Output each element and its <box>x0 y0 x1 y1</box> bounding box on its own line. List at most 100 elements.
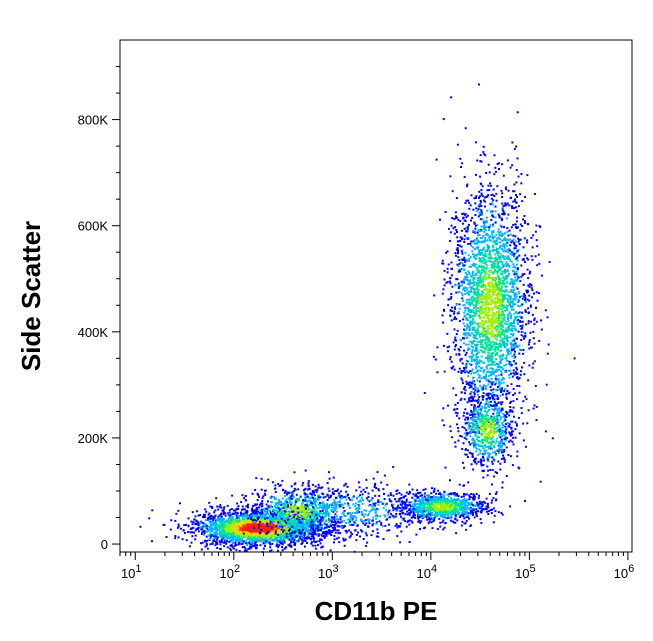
event-dot <box>492 325 495 328</box>
event-dot <box>304 521 307 524</box>
event-dot <box>498 269 501 272</box>
event-dot <box>347 512 349 515</box>
event-dot <box>460 524 463 527</box>
event-dot <box>479 502 482 505</box>
event-dot <box>293 529 296 532</box>
event-dot <box>304 504 307 506</box>
event-dot <box>215 533 218 536</box>
event-dot <box>308 518 311 520</box>
event-dot <box>500 512 503 514</box>
event-dot <box>473 197 476 200</box>
event-dot <box>235 522 238 525</box>
event-dot <box>210 520 213 523</box>
event-dot <box>406 510 409 513</box>
event-dot <box>261 515 263 518</box>
event-dot <box>425 497 428 500</box>
event-dot <box>466 298 468 301</box>
event-dot <box>527 379 530 382</box>
event-dot <box>317 518 320 521</box>
event-dot <box>263 532 265 535</box>
event-dot <box>504 264 507 267</box>
event-dot <box>247 530 250 532</box>
event-dot <box>220 518 223 521</box>
event-dot <box>279 521 282 524</box>
event-dot <box>454 512 456 515</box>
event-dot <box>433 506 436 509</box>
event-dot <box>235 527 238 530</box>
event-dot <box>494 279 497 282</box>
event-dot <box>444 510 447 513</box>
event-dot <box>263 516 265 518</box>
event-dot <box>261 536 263 539</box>
event-dot <box>288 523 291 526</box>
event-dot <box>285 498 288 501</box>
event-dot <box>314 541 317 543</box>
event-dot <box>469 324 472 326</box>
event-dot <box>471 379 474 382</box>
event-dot <box>277 532 280 535</box>
event-dot <box>323 511 325 514</box>
event-dot <box>314 489 317 492</box>
event-dot <box>503 316 506 319</box>
event-dot <box>292 490 295 492</box>
event-dot <box>443 498 446 500</box>
event-dot <box>447 350 449 353</box>
event-dot <box>401 509 404 512</box>
event-dot <box>304 519 307 522</box>
event-dot <box>255 514 258 517</box>
event-dot <box>204 545 207 548</box>
event-dot <box>265 532 268 535</box>
event-dot <box>468 517 471 520</box>
event-dot <box>188 545 191 548</box>
event-dot <box>213 523 216 526</box>
event-dot <box>222 509 225 512</box>
event-dot <box>478 431 481 434</box>
event-dot <box>471 503 474 506</box>
event-dot <box>437 497 440 500</box>
event-dot <box>461 520 464 523</box>
event-dot <box>404 495 407 497</box>
event-dot <box>457 509 459 512</box>
event-dot <box>201 531 204 534</box>
event-dot <box>478 403 481 406</box>
event-dot <box>313 540 315 543</box>
event-dot <box>498 355 501 358</box>
event-dot <box>433 510 436 513</box>
event-dot <box>247 517 250 520</box>
event-dot <box>278 532 281 535</box>
event-dot <box>448 280 451 283</box>
event-dot <box>286 511 289 514</box>
event-dot <box>240 511 242 514</box>
event-dot <box>221 531 224 534</box>
event-dot <box>470 493 473 495</box>
event-dot <box>472 493 475 496</box>
event-dot <box>516 259 519 262</box>
event-dot <box>244 495 247 497</box>
event-dot <box>448 499 451 502</box>
event-dot <box>433 508 436 511</box>
event-dot <box>481 503 484 506</box>
event-dot <box>269 526 271 529</box>
event-dot <box>458 269 461 272</box>
event-dot <box>292 541 295 543</box>
event-dot <box>231 528 234 531</box>
event-dot <box>290 522 293 524</box>
event-dot <box>296 525 299 528</box>
event-dot <box>320 524 323 527</box>
event-dot <box>311 523 314 526</box>
event-dot <box>242 518 245 521</box>
event-dot <box>497 511 500 514</box>
event-dot <box>472 380 475 383</box>
event-dot <box>273 498 276 500</box>
event-dot <box>303 528 305 531</box>
event-dot <box>472 354 475 356</box>
event-dot <box>189 531 192 534</box>
event-dot <box>224 529 227 532</box>
event-dot <box>276 536 279 539</box>
event-dot <box>507 318 509 320</box>
event-dot <box>245 520 248 523</box>
event-dot <box>278 519 281 522</box>
event-dot <box>466 273 468 276</box>
event-dot <box>221 518 224 521</box>
